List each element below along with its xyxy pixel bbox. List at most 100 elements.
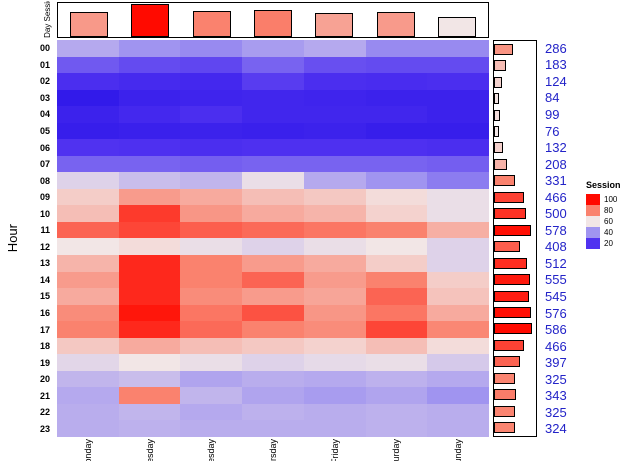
heatmap-cell: [365, 172, 428, 189]
heatmap-cell: [180, 40, 243, 57]
heatmap-cell: [180, 106, 243, 123]
heatmap-cell: [57, 188, 119, 206]
heatmap-cell: [118, 420, 181, 437]
heatmap-cell: [365, 106, 428, 123]
heatmap-cell: [303, 122, 366, 140]
heatmap-cell: [242, 122, 304, 140]
right-bar-row: [494, 173, 536, 189]
day-tick-label-text: Sunday: [453, 439, 464, 461]
heatmap-cell: [118, 271, 181, 289]
heatmap-cell: [180, 188, 243, 206]
top-bar-cell: [181, 3, 242, 37]
day-sessions-axis-label-text: Day Sessions: [42, 1, 52, 38]
right-bar: [494, 422, 515, 434]
right-bar: [494, 306, 532, 318]
top-bar: [192, 10, 231, 37]
hour-total-value: 466: [545, 189, 567, 205]
day-tick-label-text: Tuesday: [144, 439, 155, 461]
heatmap-cell: [303, 73, 366, 90]
legend-swatch: [586, 194, 600, 205]
heatmap-cell: [303, 139, 366, 156]
heatmap-cell: [57, 73, 119, 90]
hour-axis-title-text: Hour: [4, 224, 20, 253]
heatmap-cell: [303, 337, 366, 355]
heatmap-cell: [118, 337, 181, 355]
hour-total-value: 84: [545, 90, 560, 106]
heatmap-cell: [57, 387, 119, 404]
day-sessions-bar-chart: [57, 2, 489, 38]
heatmap-cell: [365, 238, 428, 256]
hour-total-value: 286: [545, 40, 567, 56]
right-bar-row: [494, 255, 536, 271]
heatmap-cell: [303, 304, 366, 322]
right-bar-row: [494, 387, 536, 403]
heatmap-cell: [180, 73, 243, 90]
heatmap-cell: [118, 89, 181, 107]
heatmap-cell: [242, 321, 304, 338]
hour-tick-label: 06: [39, 142, 50, 153]
heatmap-cell: [180, 271, 243, 289]
right-bar: [494, 241, 521, 253]
heatmap-cell: [180, 155, 243, 173]
heatmap-cell: [303, 106, 366, 123]
heatmap-cell: [180, 56, 243, 74]
heatmap-cell: [180, 122, 243, 140]
heatmap-cell: [118, 40, 181, 57]
heatmap-cell: [180, 89, 243, 107]
hour-total-value: 576: [545, 305, 567, 321]
right-bar: [494, 43, 513, 55]
heatmap-cell: [242, 238, 304, 256]
heatmap-cell: [427, 304, 489, 322]
heatmap-cell: [118, 106, 181, 123]
hour-tick-label: 02: [39, 76, 50, 87]
heatmap-cell: [365, 403, 428, 421]
heatmap-cell: [242, 139, 304, 156]
heatmap-cell: [242, 354, 304, 371]
right-bar-row: [494, 370, 536, 386]
heatmap-cell: [57, 337, 119, 355]
right-bar-row: [494, 107, 536, 123]
legend-swatch: [586, 216, 600, 227]
hour-total-labels: 286 183 124 84 99 76 132 208 331 466 500 578 408 512 5…: [545, 40, 587, 437]
hour-total-value: 124: [545, 73, 567, 89]
hour-tick-label: 03: [39, 92, 50, 103]
heatmap-cell: [118, 387, 181, 404]
top-bar: [131, 4, 170, 37]
hour-total-value: 578: [545, 222, 567, 238]
hour-tick-label: 22: [39, 407, 50, 418]
hour-tick-label: 14: [39, 274, 50, 285]
heatmap-cell: [180, 354, 243, 371]
legend-swatch: [586, 227, 600, 238]
hour-tick-label: 08: [39, 175, 50, 186]
legend-value-label: 20: [604, 239, 613, 248]
heatmap-cell: [57, 420, 119, 437]
legend-entry: 40: [586, 227, 628, 238]
right-bar: [494, 76, 503, 88]
legend-entry: 100: [586, 194, 628, 205]
right-bar: [494, 208, 527, 220]
heatmap-cell: [365, 155, 428, 173]
heatmap-cell: [427, 155, 489, 173]
heatmap-cell: [427, 238, 489, 256]
heatmap-cell: [365, 420, 428, 437]
heatmap-cell: [365, 122, 428, 140]
heatmap-cell: [427, 40, 489, 57]
heatmap-cell: [118, 403, 181, 421]
top-bar: [376, 12, 415, 37]
heatmap-cell: [57, 155, 119, 173]
top-bar: [315, 12, 354, 37]
day-tick-label: Sunday: [427, 439, 489, 461]
right-bar-row: [494, 304, 536, 320]
top-bar: [253, 10, 292, 37]
heatmap-cell: [427, 321, 489, 338]
heatmap-cell: [180, 255, 243, 272]
right-bar-row: [494, 90, 536, 106]
heatmap-cell: [57, 271, 119, 289]
heatmap-cell: [118, 122, 181, 140]
heatmap-cell: [57, 370, 119, 388]
heatmap-cell: [365, 89, 428, 107]
hour-tick-label: 16: [39, 308, 50, 319]
legend-value-label: 100: [604, 195, 618, 204]
right-bar: [494, 389, 517, 401]
heatmap-cell: [180, 370, 243, 388]
